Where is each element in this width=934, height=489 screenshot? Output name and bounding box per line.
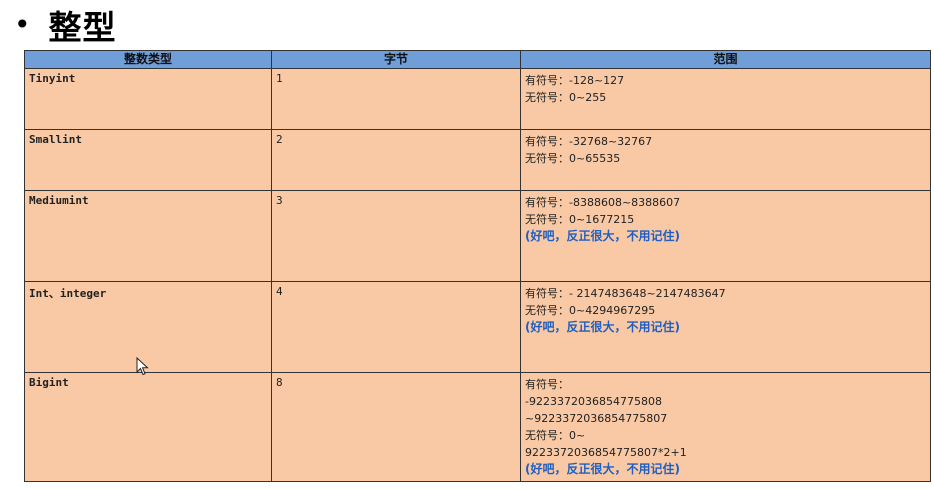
range-cell: 有符号：- 2147483648~2147483647 无符号：0~429496… <box>520 281 931 373</box>
range-note: (好吧，反正很大，不用记住) <box>525 320 680 334</box>
type-cell: Int、integer <box>24 281 272 373</box>
table-row: Int、integer 4 有符号：- 2147483648~214748364… <box>24 281 931 373</box>
table-row: Bigint 8 有符号： -9223372036854775808 ~9223… <box>24 372 931 482</box>
range-line: -9223372036854775808 <box>525 395 662 408</box>
table-header-row: 整数类型 字节 范围 <box>24 50 931 69</box>
range-line: 有符号：-8388608~8388607 <box>525 196 681 209</box>
bytes-cell: 4 <box>271 281 521 373</box>
bytes-cell: 8 <box>271 372 521 482</box>
type-cell: Bigint <box>24 372 272 482</box>
range-cell: 有符号：-8388608~8388607 无符号：0~1677215 (好吧，反… <box>520 190 931 282</box>
range-note: (好吧，反正很大，不用记住) <box>525 462 680 476</box>
mouse-pointer-icon <box>136 357 149 376</box>
integer-types-table: 整数类型 字节 范围 Tinyint 1 有符号：-128~127 无符号：0~… <box>24 50 931 482</box>
bullet-icon: • <box>14 8 31 41</box>
range-cell: 有符号： -9223372036854775808 ~9223372036854… <box>520 372 931 482</box>
range-line: 无符号：0~65535 <box>525 152 621 165</box>
type-cell: Mediumint <box>24 190 272 282</box>
range-line: 有符号：- 2147483648~2147483647 <box>525 287 726 300</box>
range-cell: 有符号：-128~127 无符号：0~255 <box>520 68 931 130</box>
table-row: Mediumint 3 有符号：-8388608~8388607 无符号：0~1… <box>24 190 931 282</box>
range-line: 有符号：-32768~32767 <box>525 135 653 148</box>
range-note: (好吧，反正很大，不用记住) <box>525 229 680 243</box>
table-row: Tinyint 1 有符号：-128~127 无符号：0~255 <box>24 68 931 130</box>
range-line: 有符号： <box>525 378 569 391</box>
range-line: ~9223372036854775807 <box>525 412 668 425</box>
bytes-cell: 1 <box>271 68 521 130</box>
page-title: 整型 <box>48 8 117 47</box>
slide-heading: • 整型 <box>14 2 117 48</box>
bytes-cell: 2 <box>271 129 521 191</box>
range-line: 无符号：0~255 <box>525 91 607 104</box>
table-row: Smallint 2 有符号：-32768~32767 无符号：0~65535 <box>24 129 931 191</box>
type-cell: Smallint <box>24 129 272 191</box>
range-line: 有符号：-128~127 <box>525 74 625 87</box>
column-header-range: 范围 <box>520 50 931 69</box>
range-line: 无符号：0~ <box>525 429 586 442</box>
type-cell: Tinyint <box>24 68 272 130</box>
range-line: 无符号：0~1677215 <box>525 213 635 226</box>
range-line: 无符号：0~4294967295 <box>525 304 656 317</box>
range-line: 9223372036854775807*2+1 <box>525 446 687 459</box>
column-header-bytes: 字节 <box>271 50 521 69</box>
range-cell: 有符号：-32768~32767 无符号：0~65535 <box>520 129 931 191</box>
bytes-cell: 3 <box>271 190 521 282</box>
column-header-type: 整数类型 <box>24 50 272 69</box>
